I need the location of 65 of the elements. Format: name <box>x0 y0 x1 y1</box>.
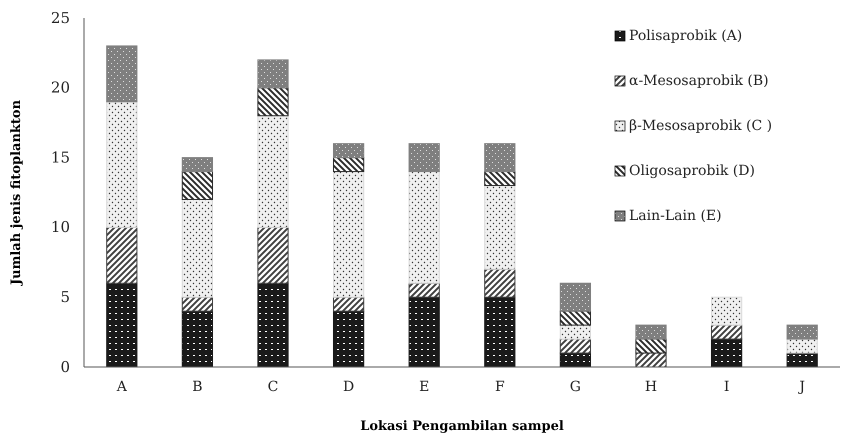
y-tick-label: 25 <box>50 8 70 27</box>
x-tick-label: F <box>494 378 505 395</box>
x-tick-label: G <box>570 378 581 395</box>
bar <box>332 171 364 298</box>
bar <box>484 143 516 172</box>
bar <box>106 226 138 284</box>
y-tick-label: 0 <box>60 358 70 376</box>
y-tick-label: 15 <box>50 148 70 166</box>
bar <box>182 157 214 172</box>
bar <box>560 352 592 368</box>
bar <box>560 310 592 326</box>
bar <box>786 324 818 340</box>
bar <box>484 171 516 186</box>
bar <box>257 226 289 284</box>
legend-label: Lain-Lain (E) <box>629 208 722 224</box>
bar <box>257 87 289 116</box>
x-tick-label: J <box>797 378 806 395</box>
bar <box>710 338 742 368</box>
bar <box>408 296 440 368</box>
legend-label: Polisaprobik (A) <box>629 28 742 44</box>
bar <box>484 268 516 298</box>
x-tick-label: D <box>342 378 354 395</box>
x-tick-label: E <box>419 378 430 395</box>
bar <box>560 338 592 354</box>
bar <box>484 185 516 270</box>
bar <box>257 282 289 368</box>
bar <box>408 282 440 298</box>
bar <box>710 296 742 326</box>
bar <box>408 143 440 172</box>
x-tick-label: H <box>644 378 658 395</box>
bar <box>635 338 667 354</box>
bar <box>106 282 138 368</box>
bar <box>484 296 516 368</box>
bar <box>560 324 592 340</box>
bar <box>182 198 214 298</box>
x-tick-label: C <box>268 378 278 395</box>
legend-label: β-Mesosaprobik (C ) <box>629 118 772 134</box>
bar <box>635 352 667 368</box>
bar <box>635 324 667 340</box>
legend-label: α-Mesosaprobik (B) <box>629 73 769 89</box>
bar <box>106 101 138 228</box>
x-tick-label: I <box>724 378 730 395</box>
bar <box>182 310 214 368</box>
bar <box>332 296 364 312</box>
bar <box>257 115 289 228</box>
bar <box>560 282 592 312</box>
bar <box>786 338 818 354</box>
x-axis-title: Lokasi Pengambilan sampel <box>360 419 564 434</box>
bar <box>332 143 364 158</box>
bar <box>106 45 138 102</box>
bar <box>332 310 364 368</box>
x-tick-label: B <box>192 378 203 395</box>
bar <box>257 59 289 88</box>
y-axis-title: Jumlah jenis fitoplankton <box>9 99 24 286</box>
x-tick-label: A <box>116 378 128 395</box>
y-tick-label: 10 <box>50 218 70 236</box>
bar <box>408 171 440 284</box>
bar <box>786 352 818 368</box>
bar <box>182 296 214 312</box>
bar <box>182 171 214 200</box>
y-tick-label: 5 <box>60 288 70 306</box>
bar <box>710 324 742 340</box>
legend-label: Oligosaprobik (D) <box>629 163 755 179</box>
y-tick-label: 20 <box>50 78 70 97</box>
bar <box>332 157 364 172</box>
